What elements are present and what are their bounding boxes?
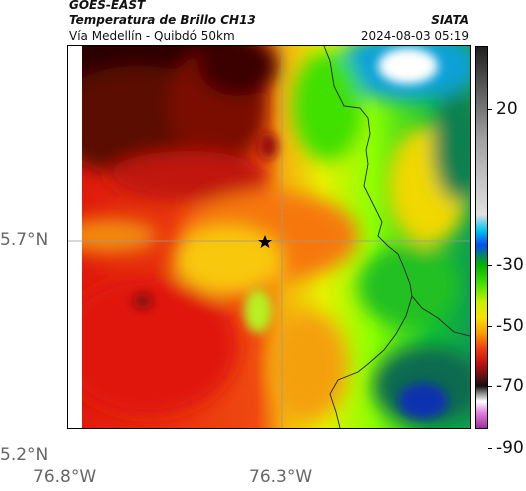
patch-maroon-sw — [133, 293, 153, 309]
colorbar-tick — [488, 109, 492, 110]
patch-yellow-center — [173, 226, 283, 296]
brightness-temperature-map — [68, 46, 470, 428]
data-field — [68, 46, 470, 428]
colorbar-label: -50 — [496, 316, 524, 336]
patch-maroon-center — [258, 132, 278, 160]
margin-left — [68, 46, 82, 428]
route-label: Vía Medellín - Quibdó 50km — [69, 29, 235, 43]
satellite-name: GOES-EAST — [69, 0, 146, 12]
patch-red-sw — [68, 276, 238, 416]
colorbar-label: 20 — [496, 99, 518, 119]
patch-darkgreen-e — [433, 91, 470, 201]
datetime-label: 2024-08-03 05:19 — [360, 29, 469, 43]
map-panel — [67, 45, 471, 429]
colorbar-label: -90 — [496, 438, 524, 458]
colorbar-tick — [488, 448, 492, 449]
colorbar-tick — [488, 386, 492, 387]
department-boundary — [323, 46, 470, 428]
colorbar-label: -70 — [496, 376, 524, 396]
patch-lime-center — [244, 289, 272, 333]
patch-orange-west — [68, 218, 158, 254]
lat-tick-label: 5.2°N — [0, 445, 49, 465]
patch-green-n — [293, 51, 363, 161]
lat-tick-label: 5.7°N — [0, 230, 49, 250]
patch-orange-south — [268, 311, 348, 421]
field-patches — [68, 46, 470, 426]
product-title: Temperatura de Brillo CH13 — [69, 13, 256, 27]
patch-blue-se — [398, 383, 448, 419]
patch-red-band — [108, 151, 268, 201]
lon-tick-label: 76.3°W — [249, 467, 313, 487]
colorbar-label: -30 — [496, 255, 524, 275]
patch-white-ne — [378, 48, 438, 84]
field-details — [133, 48, 448, 419]
colorbar-tick — [488, 326, 492, 327]
colorbar-tick — [488, 265, 492, 266]
agency-label: SIATA — [431, 13, 469, 27]
colorbar — [475, 46, 488, 429]
star-icon — [258, 235, 272, 248]
lon-tick-label: 76.8°W — [33, 467, 97, 487]
patch-dark-n — [198, 46, 278, 96]
patch-green-e — [358, 246, 458, 326]
